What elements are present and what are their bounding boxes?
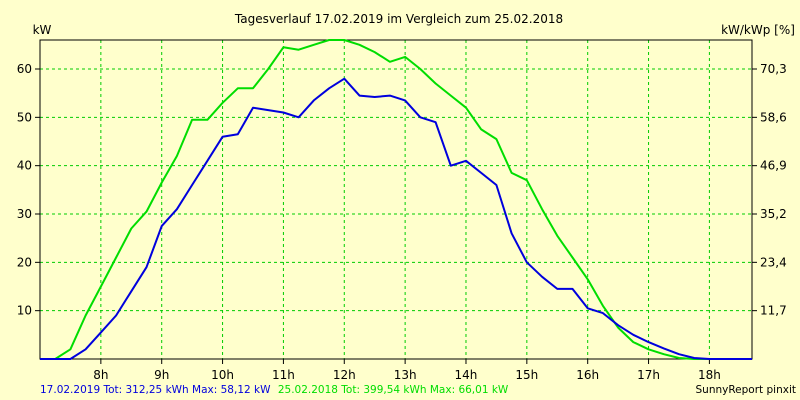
y-tick-label-right: 70,3 bbox=[760, 62, 787, 76]
x-tick-label: 15h bbox=[515, 368, 538, 382]
series-line-2018 bbox=[40, 39, 752, 360]
y-tick-label-left: 30 bbox=[17, 207, 32, 221]
x-tick-label: 13h bbox=[394, 368, 417, 382]
x-tick-label: 10h bbox=[211, 368, 234, 382]
series-layer bbox=[40, 39, 752, 360]
x-tick-label: 9h bbox=[154, 368, 169, 382]
chart-title: Tagesverlauf 17.02.2019 im Vergleich zum… bbox=[234, 12, 563, 26]
y-tick-label-right: 58,6 bbox=[760, 110, 787, 124]
x-tick-label: 17h bbox=[637, 368, 660, 382]
x-tick-label: 8h bbox=[93, 368, 108, 382]
plot-frame bbox=[39, 39, 753, 360]
grid bbox=[40, 40, 752, 359]
y-tick-label-left: 60 bbox=[17, 62, 32, 76]
x-tick-label: 11h bbox=[272, 368, 295, 382]
legend-green: 25.02.2018 Tot: 399,54 kWh Max: 66,01 kW bbox=[278, 384, 509, 396]
y-tick-label-right: 46,9 bbox=[760, 159, 787, 173]
y-axis-right-label: kW/kWp [%] bbox=[721, 23, 795, 37]
x-tick-label: 12h bbox=[333, 368, 356, 382]
x-tick-label: 18h bbox=[698, 368, 721, 382]
axis-ticks: 8h 9h 10h 11h 12h 13h 14h 15h 16h 17h 18h 10 11,7 20 2… bbox=[17, 62, 787, 382]
y-tick-label-left: 50 bbox=[17, 110, 32, 124]
legend-blue: 17.02.2019 Tot: 312,25 kWh Max: 58,12 kW bbox=[40, 384, 271, 396]
x-tick-label: 16h bbox=[576, 368, 599, 382]
brand-text: SunnyReport pinxit bbox=[696, 384, 796, 396]
series-line-2019 bbox=[40, 77, 752, 360]
y-tick-label-right: 35,2 bbox=[760, 207, 787, 221]
y-tick-label-right: 11,7 bbox=[760, 304, 787, 318]
x-tick-label: 14h bbox=[455, 368, 478, 382]
y-tick-label-left: 40 bbox=[17, 159, 32, 173]
y-tick-label-right: 23,4 bbox=[760, 255, 787, 269]
legend-footer: 17.02.2019 Tot: 312,25 kWh Max: 58,12 kW… bbox=[40, 384, 509, 396]
y-tick-label-left: 20 bbox=[17, 255, 32, 269]
y-axis-left-label: kW bbox=[33, 23, 52, 37]
y-tick-label-left: 10 bbox=[17, 304, 32, 318]
